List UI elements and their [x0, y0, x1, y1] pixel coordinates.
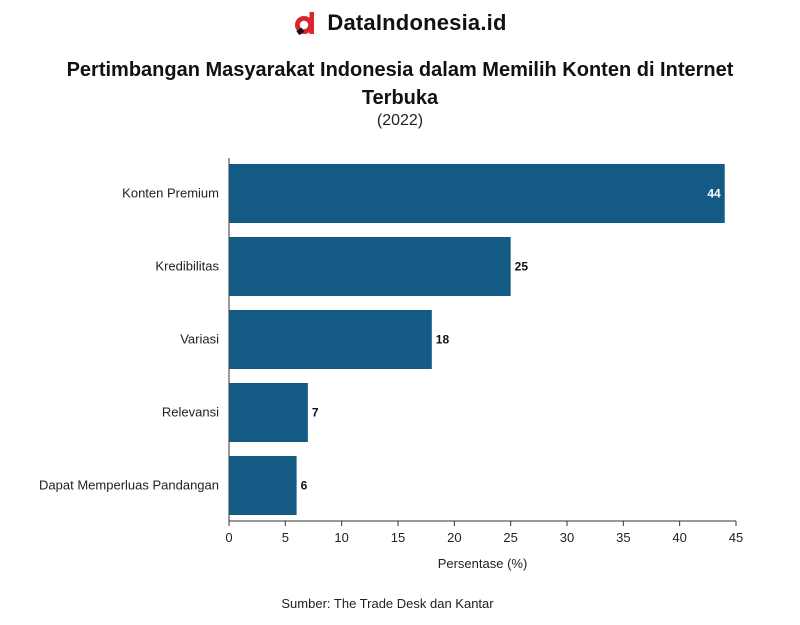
bar-4 — [229, 456, 297, 515]
x-axis-title: Persentase (%) — [438, 556, 528, 571]
category-label-1: Kredibilitas — [155, 259, 219, 274]
chart-title: Pertimbangan Masyarakat Indonesia dalam … — [66, 59, 734, 109]
category-label-3: Relevansi — [162, 405, 219, 420]
x-tick-label-2: 10 — [334, 530, 348, 545]
brand-name: DataIndonesia.id — [327, 10, 507, 35]
x-tick-label-4: 20 — [447, 530, 461, 545]
x-tick-label-6: 30 — [560, 530, 574, 545]
x-tick-label-8: 40 — [672, 530, 686, 545]
x-tick-label-9: 45 — [729, 530, 743, 545]
x-tick-label-7: 35 — [616, 530, 630, 545]
x-tick-label-3: 15 — [391, 530, 405, 545]
bar-2 — [229, 310, 432, 369]
dataindonesia-logo-icon — [295, 12, 315, 36]
bar-3 — [229, 383, 308, 442]
source-note: Sumber: The Trade Desk dan Kantar — [281, 596, 494, 611]
data-label-3: 7 — [312, 406, 319, 420]
data-label-0: 44 — [707, 187, 721, 201]
x-tick-label-5: 25 — [503, 530, 517, 545]
bar-chart: Konten Premium 44 Kredibilitas 25 Variasi 18 R… — [39, 158, 743, 571]
x-tick-label-1: 5 — [282, 530, 289, 545]
bar-1 — [229, 237, 511, 296]
x-tick-label-0: 0 — [225, 530, 232, 545]
category-label-4: Dapat Memperluas Pandangan — [39, 478, 219, 493]
chart-subtitle: (2022) — [376, 112, 424, 129]
data-label-4: 6 — [301, 479, 308, 493]
brand-header: DataIndonesia.id — [0, 10, 800, 44]
category-label-2: Variasi — [180, 332, 219, 347]
category-label-0: Konten Premium — [122, 186, 219, 201]
bar-0 — [229, 164, 725, 223]
data-label-1: 25 — [515, 260, 529, 274]
data-label-2: 18 — [436, 333, 450, 347]
